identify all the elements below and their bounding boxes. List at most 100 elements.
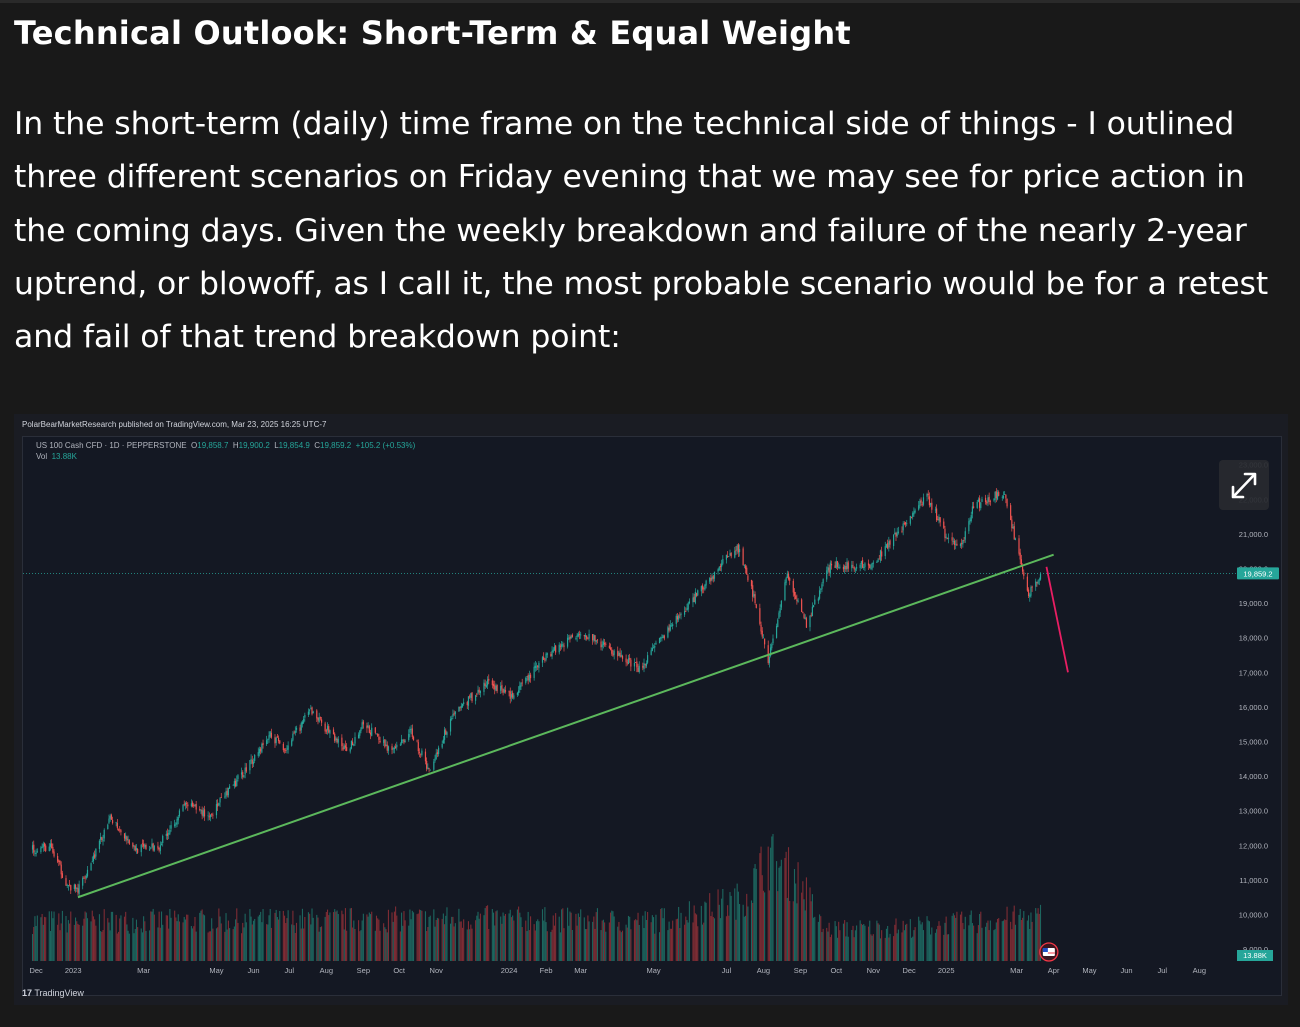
candle-body — [563, 645, 565, 647]
volume-bar — [743, 916, 745, 961]
candle-body — [237, 775, 239, 779]
volume-bar — [955, 917, 957, 961]
volume-bar — [76, 921, 78, 961]
candle-body — [279, 740, 281, 744]
candle-body — [537, 665, 539, 668]
candle-body — [470, 693, 472, 698]
volume-bar — [779, 866, 781, 961]
candle-body — [561, 644, 563, 647]
volume-bar — [368, 912, 370, 961]
volume-bar — [945, 916, 947, 961]
volume-bar — [703, 922, 705, 961]
candle-body — [804, 617, 806, 620]
volume-bar — [384, 927, 386, 961]
candle-body — [568, 637, 570, 639]
volume-bar — [236, 908, 238, 961]
y-tick-label: 13,000.0 — [1239, 807, 1268, 816]
candle-body — [670, 625, 673, 627]
candle-body — [220, 797, 222, 798]
candle-body — [752, 585, 754, 597]
expand-button[interactable] — [1219, 460, 1269, 510]
candle-body — [48, 846, 50, 852]
candle-body — [754, 594, 756, 604]
candle-body — [500, 685, 502, 691]
volume-bar — [326, 909, 329, 961]
candle-body — [778, 612, 780, 619]
volume-bar — [494, 925, 496, 961]
candle-body — [527, 675, 529, 681]
volume-bar — [243, 927, 245, 961]
volume-bar — [170, 917, 172, 961]
candle-body — [85, 875, 87, 879]
x-tick-label: May — [646, 966, 660, 975]
x-tick-label: Mar — [574, 966, 587, 975]
candle-body — [170, 825, 172, 829]
volume-bar — [778, 867, 780, 961]
volume-bar — [451, 916, 453, 961]
volume-bar — [635, 919, 637, 961]
candle-body — [889, 540, 891, 545]
candle-body — [855, 567, 858, 569]
volume-bar — [342, 914, 344, 961]
volume-bar — [470, 924, 472, 961]
volume-bar — [638, 925, 640, 961]
chart-image[interactable]: PolarBearMarketResearch published on Tra… — [14, 414, 1288, 1005]
volume-bar — [680, 912, 682, 961]
candle-body — [359, 730, 361, 736]
candle-body — [869, 564, 871, 569]
volume-bar — [651, 915, 653, 961]
candle-body — [812, 605, 815, 608]
volume-bar — [867, 926, 870, 961]
candle-body — [686, 608, 688, 611]
candle-body — [994, 491, 996, 500]
volume-bar — [762, 890, 764, 961]
volume-bar — [92, 916, 95, 961]
volume-bar — [487, 905, 489, 961]
volume-bar — [512, 915, 514, 961]
volume-bar — [442, 913, 444, 961]
tradingview-logo[interactable]: 17 TradingView — [22, 988, 84, 998]
candle-body — [353, 744, 355, 746]
volume-bar — [976, 933, 978, 961]
candle-body — [697, 590, 699, 596]
candle-body — [1029, 594, 1031, 598]
volume-bar — [45, 917, 47, 961]
volume-bar — [332, 912, 335, 961]
volume-bar — [856, 925, 858, 961]
candle-body — [217, 803, 219, 807]
volume-bar — [65, 915, 67, 961]
volume-bar — [627, 915, 630, 961]
candle-body — [1021, 566, 1024, 572]
candle-body — [312, 711, 314, 714]
volume-bar — [354, 928, 356, 961]
candle-body — [926, 493, 928, 497]
volume-legend: Vol 13.88K — [36, 452, 77, 461]
volume-bar — [395, 906, 397, 961]
volume-bar — [946, 934, 948, 961]
volume-bar — [636, 920, 638, 961]
candle-body — [375, 733, 378, 735]
candle-body — [509, 691, 511, 699]
volume-bar — [879, 938, 882, 961]
candle-body — [274, 737, 276, 744]
volume-bar — [491, 909, 493, 961]
candle-body — [629, 658, 631, 660]
candle-body — [608, 645, 610, 648]
candle-body — [945, 536, 947, 538]
volume-bar — [242, 922, 244, 961]
volume-bar — [59, 930, 61, 961]
volume-bar — [771, 836, 773, 961]
volume-bar — [926, 916, 928, 961]
candle-body — [888, 541, 890, 548]
candle-body — [801, 599, 803, 612]
candle-body — [458, 706, 460, 712]
volume-bar — [535, 921, 538, 961]
candle-body — [601, 644, 603, 648]
candle-body — [116, 822, 118, 829]
volume-bar — [317, 917, 319, 961]
candle-body — [236, 779, 238, 787]
volume-bar — [411, 910, 413, 961]
price-chart[interactable]: 9,000.0 10,000.0 11,000.0 12,000.0 13,000.0 1… — [23, 437, 1281, 995]
candle-body — [409, 728, 411, 733]
candle-body — [261, 744, 263, 753]
